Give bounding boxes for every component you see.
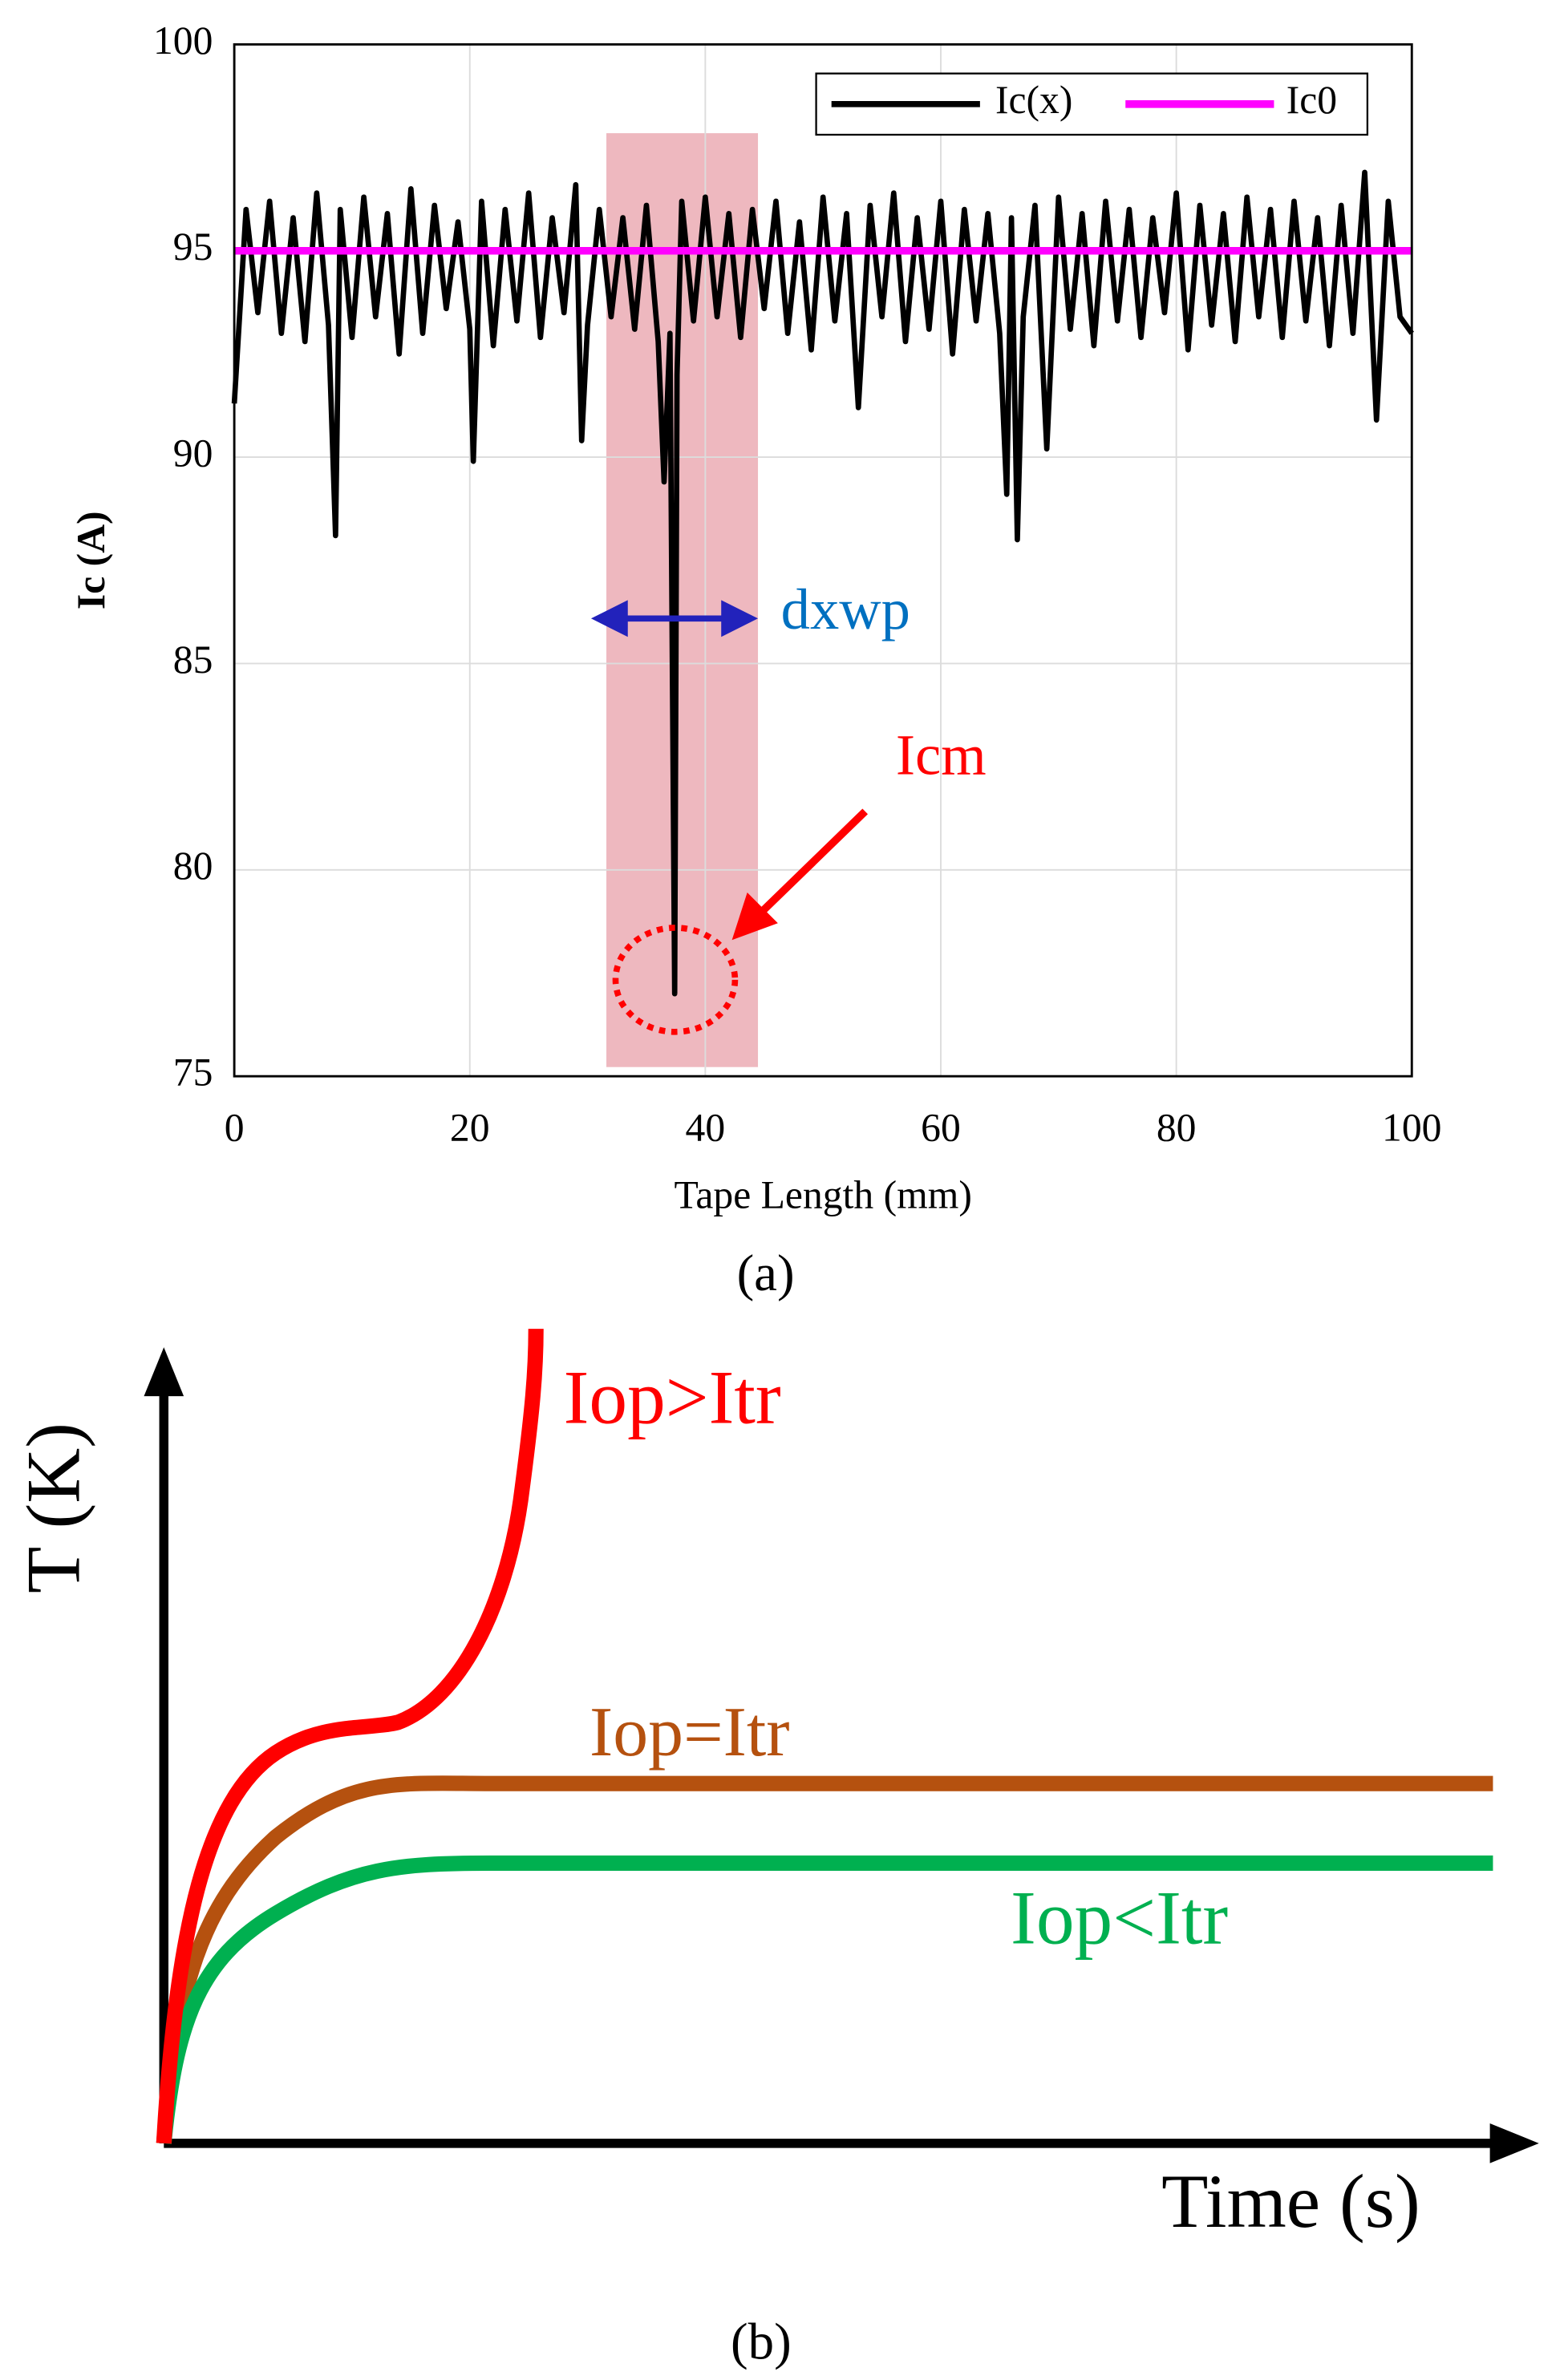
legend-label: Ic0: [1286, 78, 1337, 122]
y-tick-label: 95: [173, 225, 213, 269]
curve-label: Iop=Itr: [590, 1693, 789, 1771]
curve: [156, 1329, 544, 2144]
data-line: [231, 169, 1414, 997]
annotation: Icm: [896, 722, 987, 787]
x-tick-label: 80: [1157, 1105, 1197, 1149]
y-tick-label: 100: [153, 18, 213, 63]
x-axis-label: Tape Length (mm): [675, 1172, 972, 1216]
legend: Ic(x) Ic0: [815, 72, 1369, 136]
caption: (a): [737, 1245, 795, 1302]
caption: (b): [731, 2313, 792, 2371]
x-tick-label: 100: [1382, 1105, 1441, 1149]
plot-frame: [233, 42, 1413, 1078]
y-axis-label: Ic (A): [69, 511, 113, 609]
y-tick-label: 80: [173, 844, 213, 888]
y-axis-label: T (K): [10, 1423, 95, 1593]
y-tick-label: 90: [173, 431, 213, 475]
annotation: dxwp: [781, 577, 910, 642]
x-tick-label: 60: [921, 1105, 961, 1149]
plot-a: 75 80 85 90 95 100 0 20 40 60 80 100: [153, 18, 1442, 1150]
x-tick-label: 40: [686, 1105, 726, 1149]
diagram-b: [144, 1329, 1539, 2163]
x-axis-label: Time (s): [1161, 2159, 1420, 2244]
x-tick-label: 20: [450, 1105, 490, 1149]
curve-label: Iop<Itr: [1011, 1876, 1228, 1961]
y-tick-label: 85: [173, 638, 213, 682]
curve: [156, 1855, 1493, 2144]
legend-label: Ic(x): [995, 78, 1072, 122]
x-tick-label: 0: [225, 1105, 245, 1149]
y-tick-label: 75: [173, 1050, 213, 1095]
curve-label: Iop>Itr: [564, 1355, 781, 1440]
curve: [156, 1775, 1493, 2144]
dxwp-arrow: [590, 600, 759, 638]
